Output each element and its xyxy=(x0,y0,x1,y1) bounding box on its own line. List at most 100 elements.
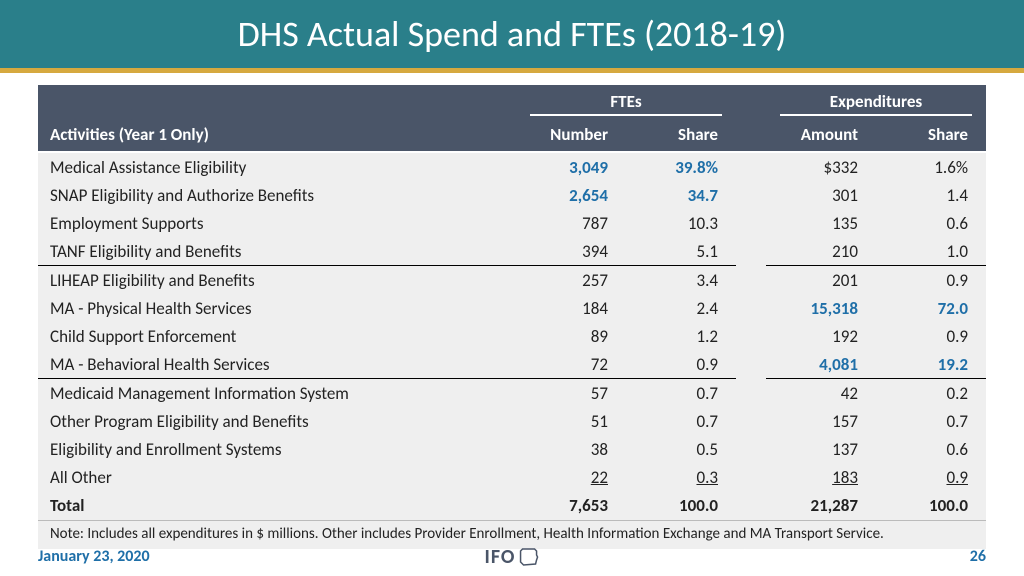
share1-cell: 5.1 xyxy=(626,237,736,266)
table-row: Child Support Enforcement891.2 1920.9 xyxy=(38,322,986,350)
number-cell: 2,654 xyxy=(516,181,626,209)
share1-cell: 1.2 xyxy=(626,322,736,350)
expenditures-group-header: Expenditures xyxy=(766,85,986,120)
slide-footer: January 23, 2020 IFO 26 xyxy=(0,547,1024,566)
amount-cell: 201 xyxy=(766,266,876,295)
number-cell: 38 xyxy=(516,435,626,463)
number-cell: 72 xyxy=(516,350,626,379)
activity-cell: Medical Assistance Eligibility xyxy=(38,152,516,181)
footer-page-number: 26 xyxy=(970,547,986,566)
table-body: Medical Assistance Eligibility3,04939.8%… xyxy=(38,152,986,549)
share1-cell: 0.9 xyxy=(626,350,736,379)
slide-title: DHS Actual Spend and FTEs (2018-19) xyxy=(238,12,787,56)
share2-cell: 0.9 xyxy=(876,463,986,491)
activity-cell: Child Support Enforcement xyxy=(38,322,516,350)
row-spacer xyxy=(736,294,766,322)
amount-cell: $332 xyxy=(766,152,876,181)
amount-cell: 157 xyxy=(766,407,876,435)
share1-cell: 34.7 xyxy=(626,181,736,209)
share2-cell: 19.2 xyxy=(876,350,986,379)
share1-cell: 0.3 xyxy=(626,463,736,491)
share2-cell: 1.4 xyxy=(876,181,986,209)
row-spacer xyxy=(736,152,766,181)
activity-cell: Medicaid Management Information System xyxy=(38,379,516,408)
number-cell: 51 xyxy=(516,407,626,435)
row-spacer xyxy=(736,322,766,350)
table-row: MA - Behavioral Health Services720.9 4,08… xyxy=(38,350,986,379)
table-row: MA - Physical Health Services1842.415,31… xyxy=(38,294,986,322)
footer-date: January 23, 2020 xyxy=(38,547,150,566)
share1-cell: 10.3 xyxy=(626,209,736,237)
logo-text: IFO xyxy=(485,545,516,569)
row-spacer xyxy=(736,435,766,463)
activities-header: Activities (Year 1 Only) xyxy=(38,120,516,152)
activity-cell: MA - Behavioral Health Services xyxy=(38,350,516,379)
row-spacer xyxy=(736,407,766,435)
amount-cell: 4,081 xyxy=(766,350,876,379)
table-row: LIHEAP Eligibility and Benefits2573.4 201… xyxy=(38,266,986,295)
row-spacer xyxy=(736,379,766,408)
share1-header: Share xyxy=(626,120,736,152)
amount-cell: 301 xyxy=(766,181,876,209)
total-label: Total xyxy=(38,491,516,521)
share2-cell: 72.0 xyxy=(876,294,986,322)
row-spacer xyxy=(736,266,766,295)
share2-cell: 0.9 xyxy=(876,322,986,350)
total-share1: 100.0 xyxy=(626,491,736,521)
table-group-header-row: FTEs Expenditures xyxy=(38,85,986,120)
share1-cell: 0.7 xyxy=(626,407,736,435)
share1-cell: 2.4 xyxy=(626,294,736,322)
activity-cell: Employment Supports xyxy=(38,209,516,237)
table-row: Other Program Eligibility and Benefits51… xyxy=(38,407,986,435)
share2-cell: 0.9 xyxy=(876,266,986,295)
share1-cell: 0.5 xyxy=(626,435,736,463)
share1-cell: 3.4 xyxy=(626,266,736,295)
spend-fte-table: FTEs Expenditures Activities (Year 1 Onl… xyxy=(38,85,986,549)
activity-cell: SNAP Eligibility and Authorize Benefits xyxy=(38,181,516,209)
col-spacer xyxy=(736,120,766,152)
row-spacer xyxy=(736,350,766,379)
number-cell: 57 xyxy=(516,379,626,408)
row-spacer xyxy=(736,237,766,266)
table-row: All Other220.3 1830.9 xyxy=(38,463,986,491)
share2-cell: 0.6 xyxy=(876,435,986,463)
share2-cell: 0.2 xyxy=(876,379,986,408)
amount-cell: 135 xyxy=(766,209,876,237)
activity-cell: TANF Eligibility and Benefits xyxy=(38,237,516,266)
amount-cell: 137 xyxy=(766,435,876,463)
table-row: Eligibility and Enrollment Systems380.51… xyxy=(38,435,986,463)
slide-title-bar: DHS Actual Spend and FTEs (2018-19) xyxy=(0,0,1024,68)
ftes-group-header: FTEs xyxy=(516,85,736,120)
table-column-header-row: Activities (Year 1 Only) Number Share Am… xyxy=(38,120,986,152)
activity-cell: LIHEAP Eligibility and Benefits xyxy=(38,266,516,295)
row-spacer xyxy=(736,463,766,491)
number-header: Number xyxy=(516,120,626,152)
number-cell: 257 xyxy=(516,266,626,295)
share2-cell: 1.6% xyxy=(876,152,986,181)
table-row: SNAP Eligibility and Authorize Benefits2… xyxy=(38,181,986,209)
number-cell: 787 xyxy=(516,209,626,237)
share1-cell: 39.8% xyxy=(626,152,736,181)
row-spacer xyxy=(736,181,766,209)
amount-cell: 192 xyxy=(766,322,876,350)
table-row: Medicaid Management Information System57… xyxy=(38,379,986,408)
activity-cell: Other Program Eligibility and Benefits xyxy=(38,407,516,435)
row-spacer xyxy=(736,491,766,521)
total-row: Total7,653100.021,287100.0 xyxy=(38,491,986,521)
activity-cell: All Other xyxy=(38,463,516,491)
amount-cell: 15,318 xyxy=(766,294,876,322)
pa-state-icon xyxy=(517,546,539,568)
share2-cell: 0.6 xyxy=(876,209,986,237)
amount-cell: 210 xyxy=(766,237,876,266)
amount-cell: 183 xyxy=(766,463,876,491)
table-row: TANF Eligibility and Benefits3945.12101.… xyxy=(38,237,986,266)
blank-header xyxy=(38,85,516,120)
share1-cell: 0.7 xyxy=(626,379,736,408)
amount-header: Amount xyxy=(766,120,876,152)
total-amount: 21,287 xyxy=(766,491,876,521)
number-cell: 3,049 xyxy=(516,152,626,181)
number-cell: 184 xyxy=(516,294,626,322)
number-cell: 22 xyxy=(516,463,626,491)
table-row: Employment Supports78710.3 1350.6 xyxy=(38,209,986,237)
number-cell: 89 xyxy=(516,322,626,350)
